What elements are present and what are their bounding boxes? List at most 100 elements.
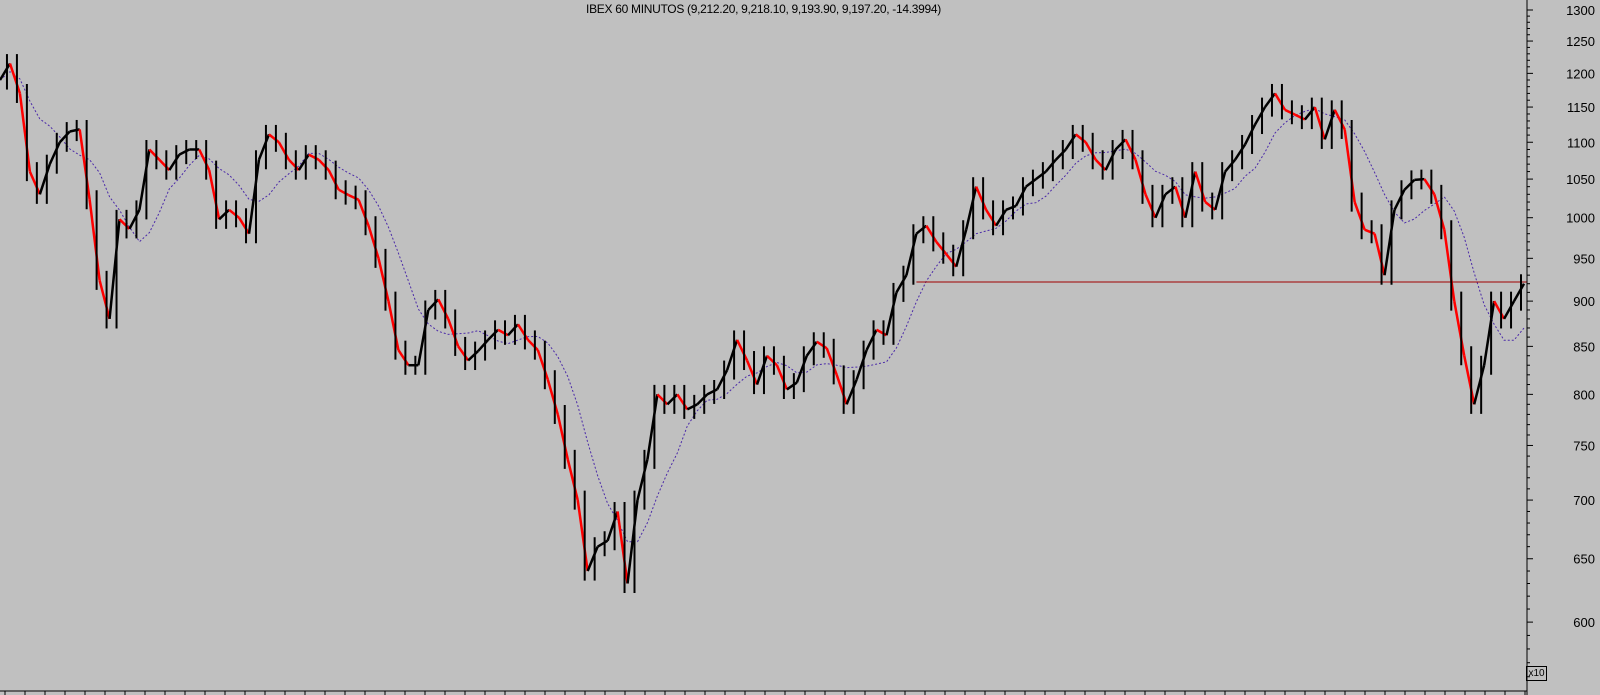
price-segment xyxy=(855,349,868,381)
price-segment xyxy=(975,186,988,211)
price-segment xyxy=(228,208,240,219)
price-segment xyxy=(1253,106,1267,126)
price-segment xyxy=(1194,171,1207,203)
price-segment xyxy=(327,169,340,191)
price-segment xyxy=(556,414,569,460)
price-segment xyxy=(1124,138,1137,161)
price-segment xyxy=(207,169,221,220)
price-segment xyxy=(1224,158,1237,173)
price-segment xyxy=(0,62,12,81)
price-segment xyxy=(1164,185,1177,196)
price-segment xyxy=(1054,148,1067,161)
price-segment xyxy=(338,188,350,197)
price-segment xyxy=(477,339,490,352)
y-tick-label: 1150 xyxy=(1567,100,1595,115)
price-segment xyxy=(745,359,759,386)
y-tick-label: 750 xyxy=(1573,438,1595,453)
price-segment xyxy=(716,369,729,391)
price-segment xyxy=(367,225,380,259)
price-segment xyxy=(168,153,181,171)
y-tick-label: 900 xyxy=(1573,294,1595,309)
price-segment xyxy=(935,241,948,255)
y-tick-label: 600 xyxy=(1573,615,1595,630)
price-segment xyxy=(48,141,61,165)
y-multiplier-label: x10 xyxy=(1526,666,1547,681)
price-segment xyxy=(38,163,51,195)
y-tick-label: 1250 xyxy=(1566,34,1595,49)
price-segment xyxy=(1214,171,1227,211)
price-segment xyxy=(1353,201,1366,231)
price-segment xyxy=(1184,171,1197,218)
y-tick-label: 1050 xyxy=(1566,172,1595,187)
price-segment xyxy=(237,217,251,235)
price-segment xyxy=(656,393,669,406)
price-segment xyxy=(1463,355,1476,405)
price-segment xyxy=(1313,106,1326,140)
price-segment xyxy=(158,158,171,171)
price-segment xyxy=(755,355,769,385)
price-segment xyxy=(915,224,928,235)
price-segment xyxy=(885,292,898,336)
price-segment xyxy=(397,349,410,366)
price-segment xyxy=(845,379,858,405)
price-segment xyxy=(268,133,280,144)
price-segment xyxy=(666,393,679,406)
price-segment xyxy=(447,318,460,347)
price-segment xyxy=(18,93,32,172)
price-segment xyxy=(28,171,41,195)
y-tick-label: 1000 xyxy=(1566,211,1595,226)
price-segment xyxy=(636,459,649,501)
price-segment xyxy=(646,394,659,460)
chart-title: IBEX 60 MINUTOS (9,212.20, 9,218.10, 9,1… xyxy=(586,2,941,16)
price-segment xyxy=(1284,108,1296,116)
price-segment xyxy=(1443,229,1456,302)
price-segment xyxy=(507,323,519,337)
price-segment xyxy=(1453,300,1466,356)
price-segment xyxy=(287,158,300,171)
price-segment xyxy=(387,300,400,351)
price-segment xyxy=(1104,148,1117,171)
price-segment xyxy=(1264,92,1276,108)
price-segment xyxy=(805,341,818,357)
price-segment xyxy=(816,340,828,350)
price-segment xyxy=(1134,159,1147,195)
price-segment xyxy=(198,148,211,171)
price-segment xyxy=(138,149,151,211)
price-segment xyxy=(945,253,958,268)
price-segment xyxy=(1094,158,1107,171)
price-segment xyxy=(1174,186,1187,219)
price-segment xyxy=(357,199,370,227)
price-segment xyxy=(1243,123,1257,145)
price-segment xyxy=(247,159,261,234)
y-tick-label: 1300 xyxy=(1566,3,1595,18)
price-segment xyxy=(108,219,121,320)
y-tick-label: 1200 xyxy=(1566,66,1595,81)
price-segment xyxy=(1014,186,1028,207)
price-segment xyxy=(1383,209,1396,276)
price-segment xyxy=(895,274,908,293)
price-segment xyxy=(1234,143,1247,161)
price-segment xyxy=(317,158,330,171)
price-segment xyxy=(1472,364,1486,405)
price-segment xyxy=(1074,133,1087,144)
price-segment xyxy=(1005,204,1017,211)
price-segment xyxy=(427,298,440,311)
price-segment xyxy=(766,354,778,367)
price-segment xyxy=(467,350,479,362)
price-segment xyxy=(437,298,450,320)
price-segment xyxy=(1114,138,1127,151)
price-segment xyxy=(1512,283,1526,302)
price-segment xyxy=(875,328,888,337)
price-segment xyxy=(1433,193,1446,231)
price-segment xyxy=(297,153,310,171)
price-segment xyxy=(1144,193,1157,219)
y-tick-label: 950 xyxy=(1573,251,1595,266)
price-segment xyxy=(626,499,639,584)
y-tick-label: 850 xyxy=(1573,339,1595,354)
price-segment xyxy=(218,208,230,221)
price-segment xyxy=(1035,170,1047,181)
price-segment xyxy=(606,511,619,542)
price-segment xyxy=(1423,178,1436,195)
price-segment xyxy=(1482,300,1496,366)
price-segment xyxy=(516,323,529,341)
